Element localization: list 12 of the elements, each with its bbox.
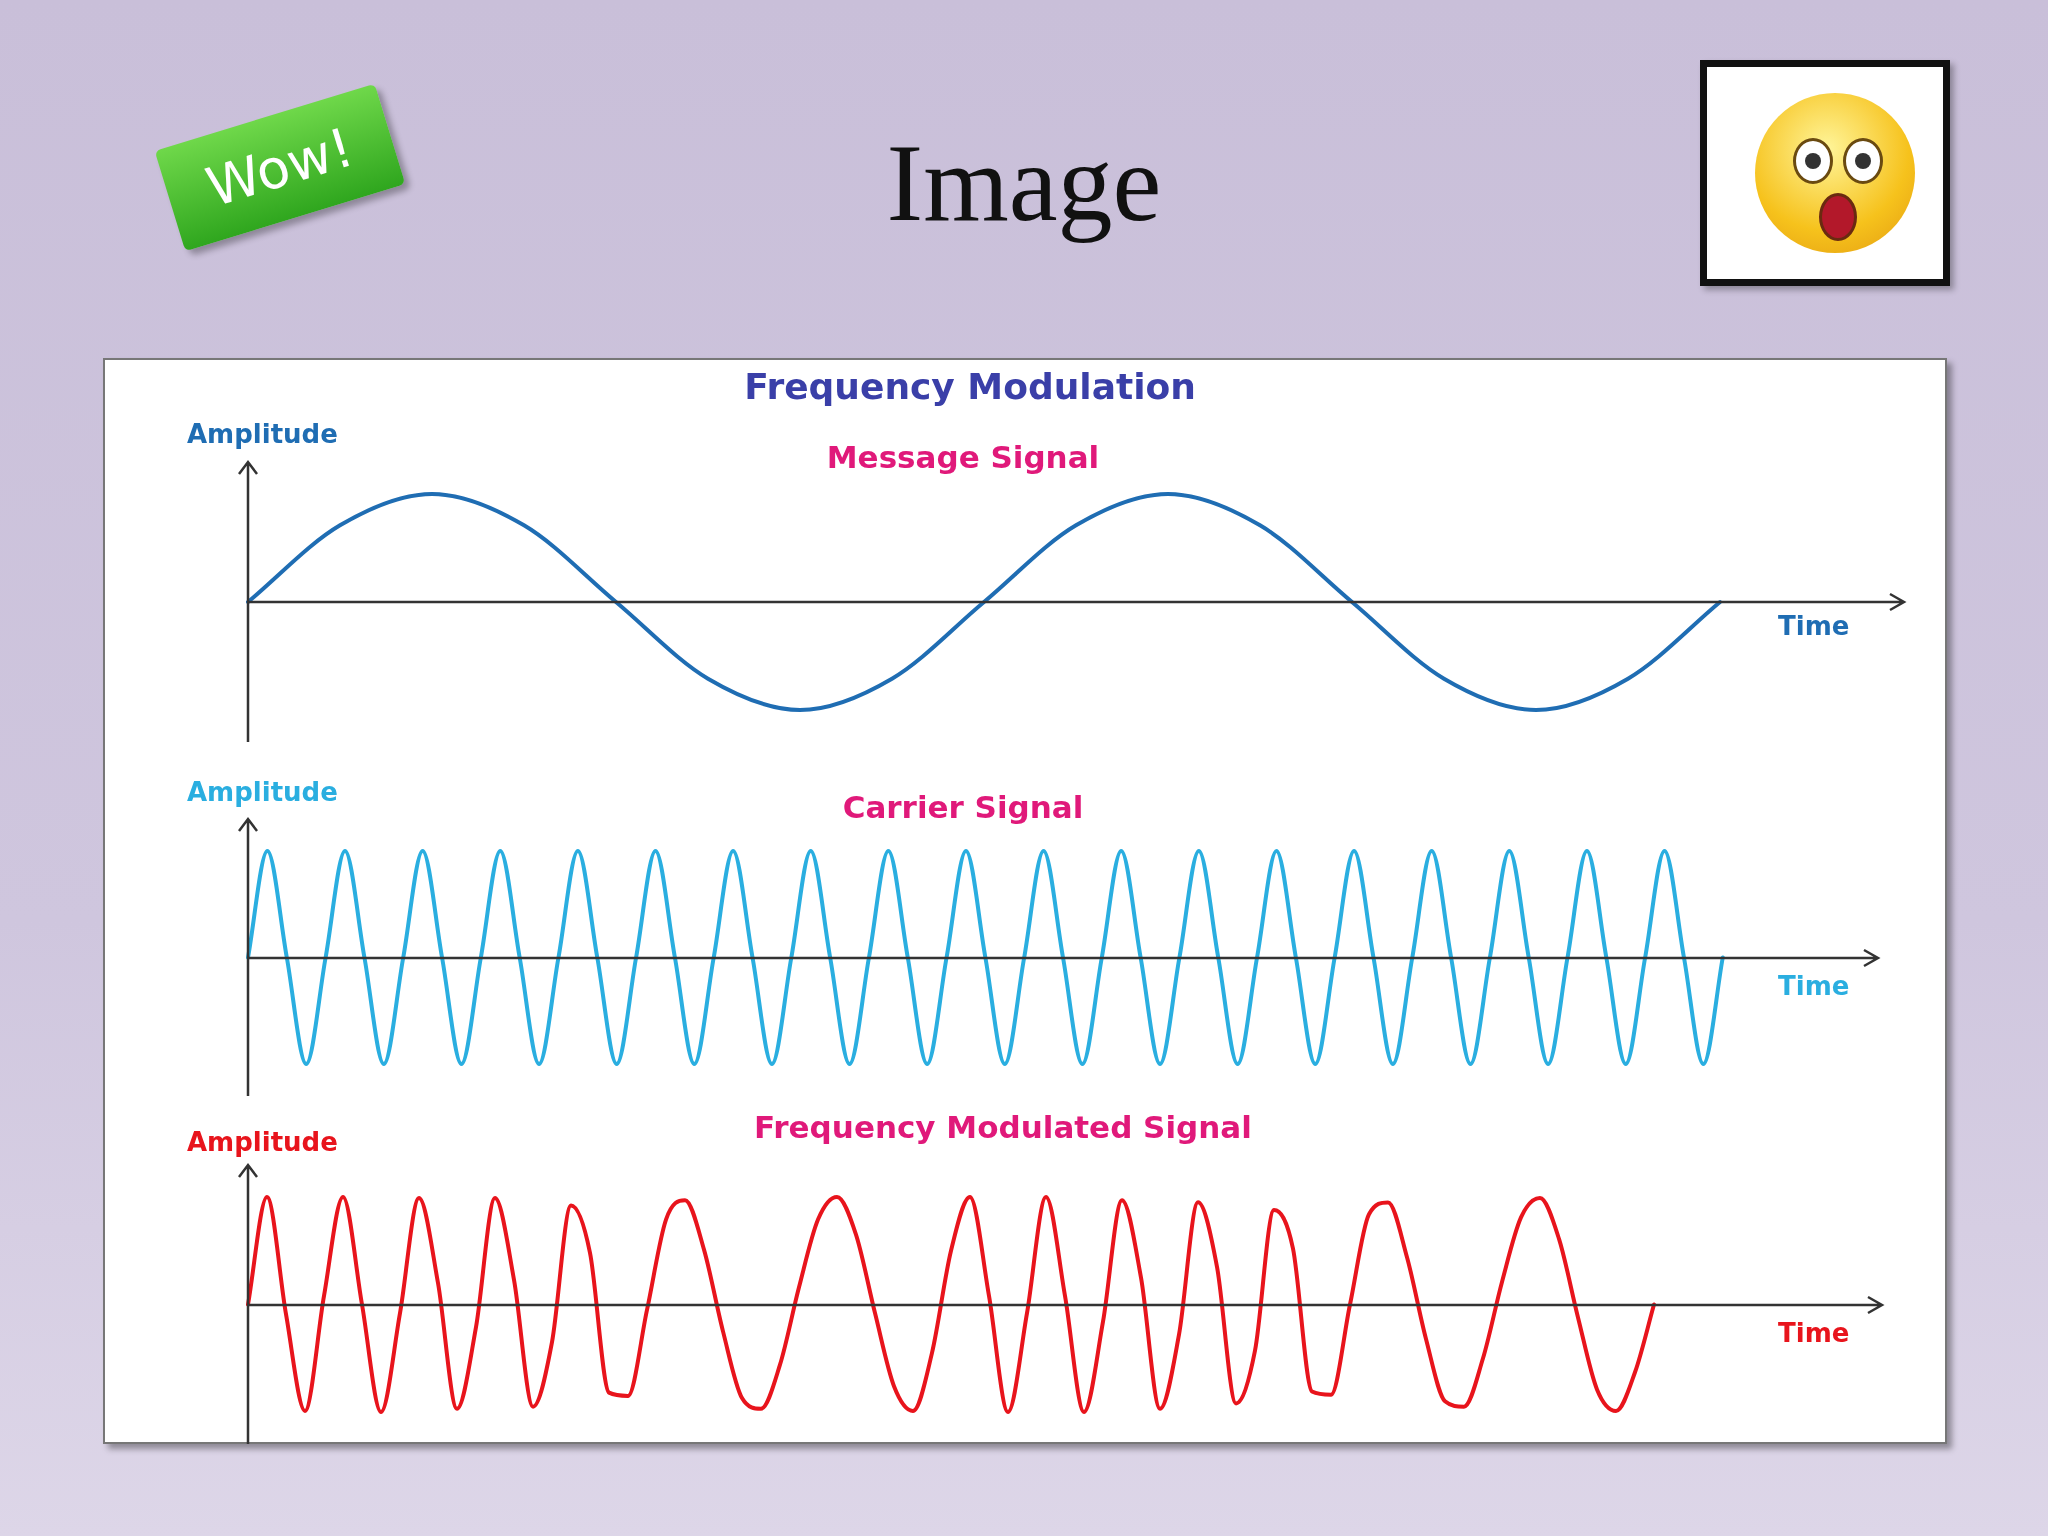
- y-axis-title: Amplitude: [187, 1126, 338, 1157]
- x-axis-title: Time: [1778, 610, 1850, 641]
- x-axis-title: Time: [1778, 1317, 1850, 1348]
- chart-subtitle: Frequency Modulated Signal: [754, 1109, 1252, 1146]
- chart-subtitle: Message Signal: [826, 439, 1100, 476]
- sticker-badge: Wow!: [154, 83, 406, 252]
- chart-title: Frequency Modulation: [744, 366, 1196, 408]
- chart-subtitle: Carrier Signal: [842, 789, 1084, 826]
- y-axis-title: Amplitude: [187, 418, 338, 449]
- y-axis-title: Amplitude: [187, 776, 338, 807]
- x-axis-title: Time: [1778, 970, 1850, 1001]
- text: Image: [886, 122, 1162, 244]
